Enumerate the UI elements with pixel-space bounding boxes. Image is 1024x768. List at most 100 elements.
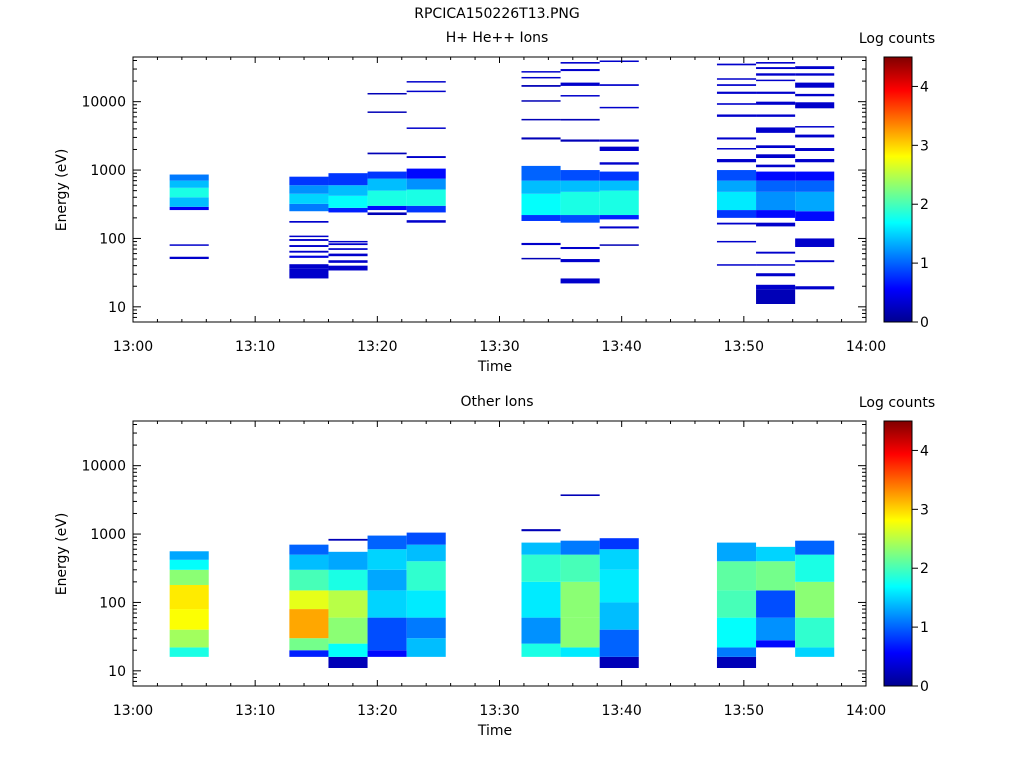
heatmap-cell bbox=[599, 538, 639, 550]
heatmap-cell bbox=[289, 650, 329, 657]
heatmap-cell bbox=[716, 114, 757, 117]
heatmap-cell bbox=[367, 617, 407, 651]
heatmap-cell bbox=[560, 494, 600, 497]
y-tick-label: 100 bbox=[99, 595, 126, 611]
heatmap-cell bbox=[169, 647, 209, 657]
heatmap-cell bbox=[406, 205, 446, 213]
colorbar-1-ticks: 0 1 2 3 4 bbox=[912, 79, 929, 331]
heatmap-cell bbox=[756, 127, 796, 133]
heatmap-cell bbox=[328, 617, 368, 644]
y-tick-label: 100 bbox=[99, 231, 126, 247]
heatmap-cell bbox=[367, 111, 407, 113]
x-tick-label: 14:00 bbox=[846, 703, 886, 719]
heatmap-cell bbox=[406, 617, 446, 639]
heatmap-cell bbox=[289, 554, 329, 570]
x-tick-label: 13:00 bbox=[113, 703, 153, 719]
heatmap-cell bbox=[328, 260, 368, 263]
heatmap-cell bbox=[560, 215, 600, 223]
heatmap-cell bbox=[756, 91, 796, 94]
panel-2-xlabel: Time bbox=[477, 723, 512, 739]
heatmap-cell bbox=[795, 581, 835, 618]
heatmap-cell bbox=[328, 195, 368, 208]
heatmap-cell bbox=[521, 137, 561, 140]
heatmap-cell bbox=[716, 148, 757, 150]
panel-1-heatmap bbox=[169, 60, 835, 304]
heatmap-cell bbox=[716, 91, 757, 94]
colorbar-tick-label: 3 bbox=[920, 138, 929, 154]
heatmap-cell bbox=[599, 226, 639, 229]
y-tick-label: 1000 bbox=[90, 527, 126, 543]
heatmap-cell bbox=[328, 265, 368, 271]
heatmap-cell bbox=[328, 569, 368, 591]
x-tick-label: 13:30 bbox=[479, 339, 519, 355]
heatmap-cell bbox=[599, 602, 639, 630]
heatmap-cell bbox=[328, 248, 368, 250]
colorbar-tick-label: 1 bbox=[920, 620, 929, 636]
heatmap-cell bbox=[289, 185, 329, 194]
heatmap-cell bbox=[406, 189, 446, 206]
heatmap-cell bbox=[756, 289, 796, 304]
heatmap-cell bbox=[756, 67, 796, 70]
heatmap-cell bbox=[756, 561, 796, 591]
heatmap-cell bbox=[521, 542, 561, 555]
heatmap-cell bbox=[560, 540, 600, 555]
heatmap-cell bbox=[289, 245, 329, 247]
colorbar-1-label: Log counts bbox=[859, 31, 935, 47]
x-tick-label: 13:40 bbox=[601, 703, 641, 719]
x-tick-label: 13:20 bbox=[357, 703, 397, 719]
heatmap-cell bbox=[716, 590, 757, 618]
heatmap-cell bbox=[599, 171, 639, 181]
heatmap-cell bbox=[716, 63, 757, 66]
heatmap-cell bbox=[599, 180, 639, 191]
heatmap-cell bbox=[169, 256, 209, 260]
heatmap-cell bbox=[289, 255, 329, 258]
heatmap-cell bbox=[406, 178, 446, 190]
heatmap-cell bbox=[169, 187, 209, 198]
heatmap-cell bbox=[328, 207, 368, 213]
heatmap-cell bbox=[716, 103, 757, 105]
heatmap-cell bbox=[521, 215, 561, 221]
heatmap-cell bbox=[756, 617, 796, 641]
y-tick-label: 10000 bbox=[81, 95, 126, 111]
heatmap-cell bbox=[169, 206, 209, 211]
heatmap-cell bbox=[795, 102, 835, 109]
heatmap-cell bbox=[756, 73, 796, 76]
heatmap-cell bbox=[169, 609, 209, 630]
heatmap-cell bbox=[406, 532, 446, 545]
heatmap-cell bbox=[560, 62, 600, 64]
heatmap-cell bbox=[289, 250, 329, 253]
heatmap-cell bbox=[716, 542, 757, 562]
panel-2-heatmap bbox=[169, 494, 835, 668]
colorbar-tick-label: 1 bbox=[920, 256, 929, 272]
heatmap-cell bbox=[756, 191, 796, 211]
heatmap-cell bbox=[756, 114, 796, 117]
heatmap-cell bbox=[599, 84, 639, 86]
panel-2-axes: 13:00 13:10 13:20 13:30 13:40 13:50 14:00 10 100… bbox=[81, 421, 886, 719]
panel-1-ylabel: Energy (eV) bbox=[54, 149, 70, 232]
y-tick-label: 10 bbox=[108, 664, 126, 680]
heatmap-cell bbox=[367, 190, 407, 206]
heatmap-cell bbox=[756, 62, 796, 64]
heatmap-cell bbox=[716, 159, 757, 163]
heatmap-cell bbox=[169, 559, 209, 570]
heatmap-cell bbox=[328, 185, 368, 196]
heatmap-cell bbox=[169, 244, 209, 246]
heatmap-cell bbox=[521, 85, 561, 87]
heatmap-cell bbox=[367, 569, 407, 591]
heatmap-cell bbox=[328, 551, 368, 570]
heatmap-cell bbox=[169, 584, 209, 610]
heatmap-cell bbox=[169, 197, 209, 207]
heatmap-cell bbox=[406, 156, 446, 159]
heatmap-cell bbox=[795, 180, 835, 192]
heatmap-cell bbox=[795, 286, 835, 290]
heatmap-cell bbox=[406, 220, 446, 223]
heatmap-cell bbox=[521, 581, 561, 618]
heatmap-cell bbox=[599, 215, 639, 220]
heatmap-cell bbox=[521, 617, 561, 644]
heatmap-cell bbox=[716, 210, 757, 218]
heatmap-cell bbox=[716, 656, 757, 668]
colorbar-tick-label: 2 bbox=[920, 197, 929, 213]
heatmap-cell bbox=[716, 180, 757, 192]
heatmap-cell bbox=[521, 242, 561, 246]
heatmap-cell bbox=[599, 656, 639, 668]
